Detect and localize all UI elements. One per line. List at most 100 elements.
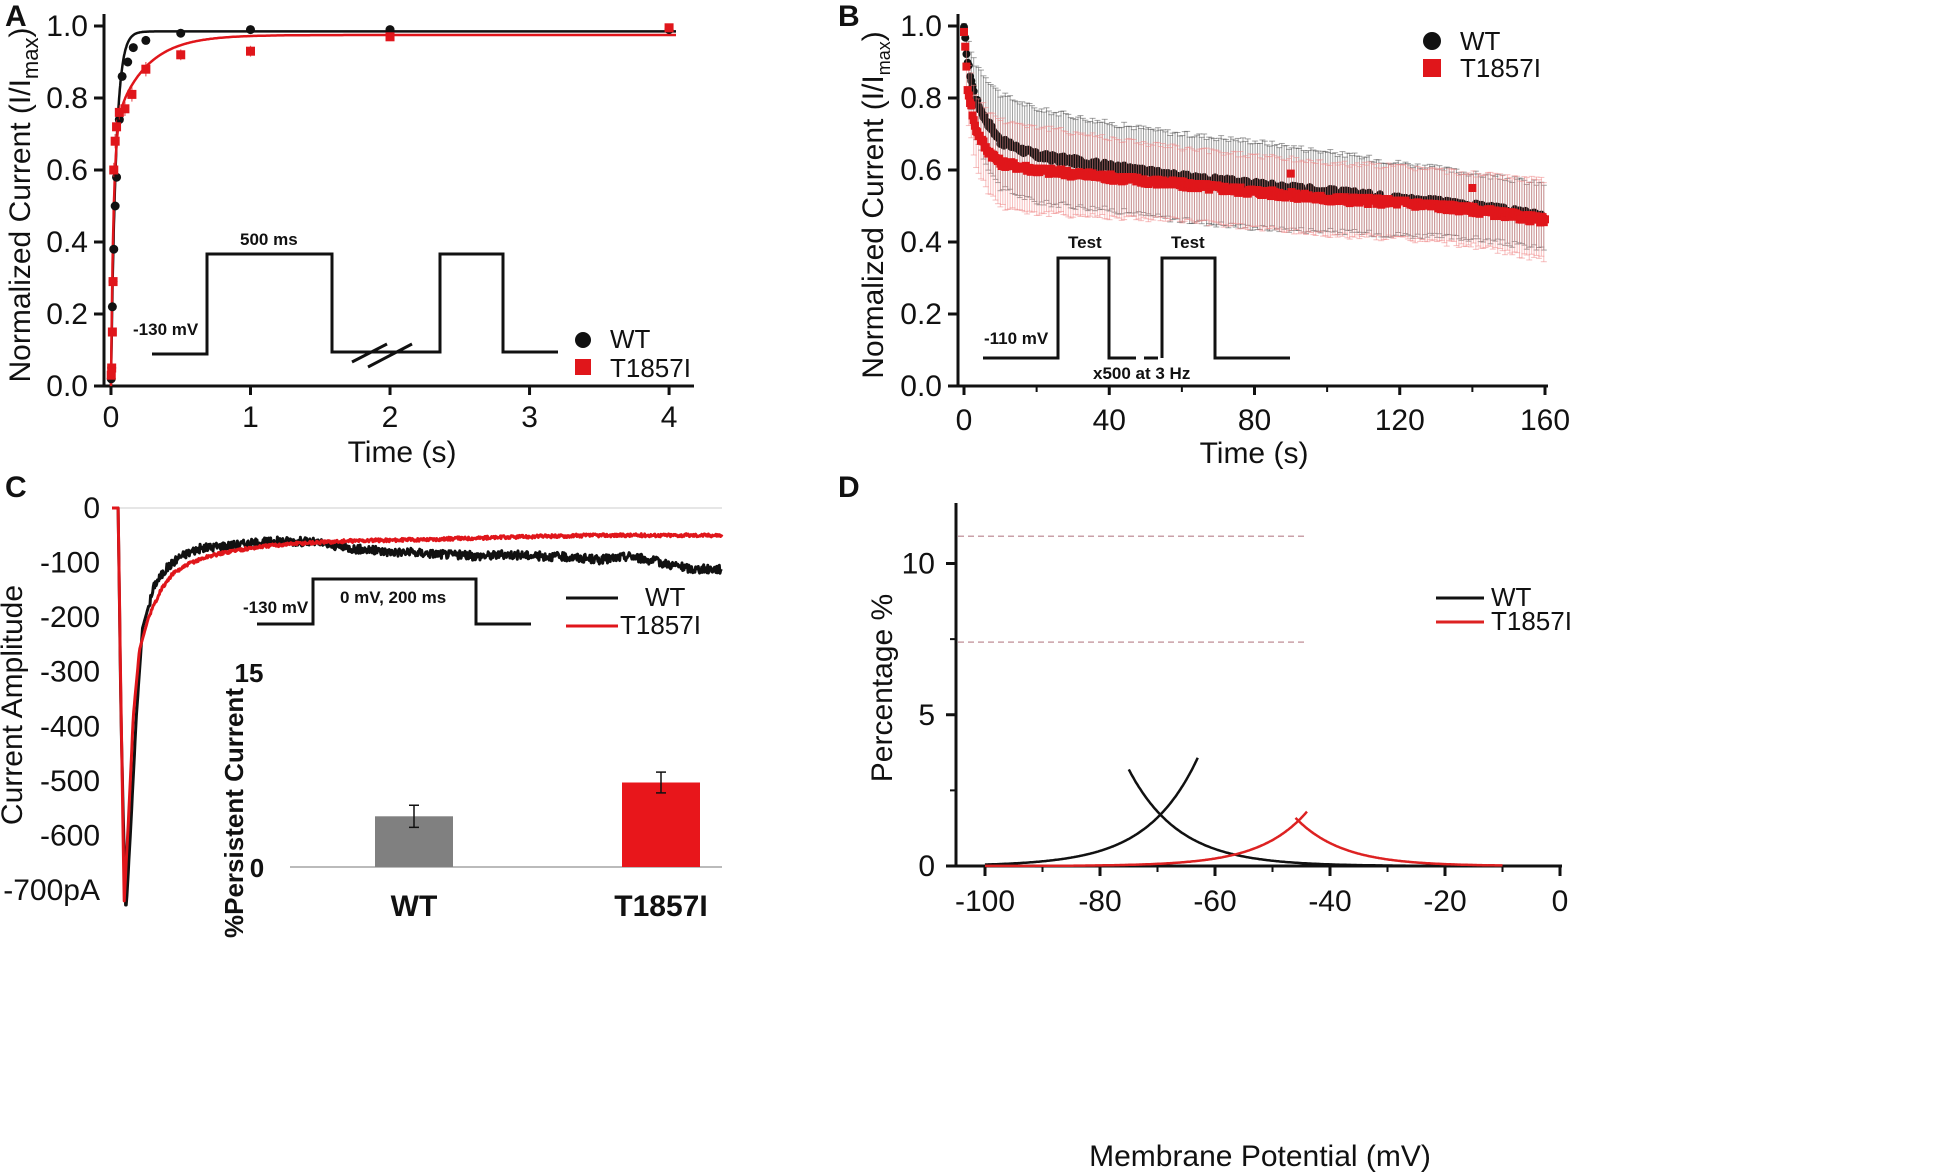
panel-a-t1857i-point <box>108 277 118 287</box>
panel-d: D -100 -80 -60 -40 -20 0 0 5 10 Membrane Potenti… <box>838 471 1572 1173</box>
panel-a-y-tick-label: 0.4 <box>46 226 88 259</box>
panel-a-y-tick-label: 0.6 <box>46 154 88 187</box>
panel-b-t1857i-point <box>1372 199 1381 208</box>
panel-d-x-tick-label: -80 <box>1078 885 1121 918</box>
panel-d-x-tick-label: -40 <box>1308 885 1351 918</box>
panel-a-ylabel: Normalized Current (I/Imax) <box>4 28 43 383</box>
panel-a-xlabel: Time (s) <box>348 436 457 469</box>
panel-b-y-tick-label: 0.6 <box>900 154 942 187</box>
panel-b-t1857i-point <box>970 121 979 130</box>
panel-a-wt-point <box>385 25 395 35</box>
panel-b-t1857i-point <box>979 137 988 146</box>
panel-a-y-tick-label: 0.2 <box>46 298 88 331</box>
panel-c-ylabel: Current Amplitude <box>0 585 29 825</box>
panel-a-legend-t1857i: T1857I <box>610 353 691 383</box>
panel-b-t1857i-point <box>1541 215 1549 224</box>
panel-a-wt-point <box>107 302 117 312</box>
panel-c-y-tick-label: -400 <box>40 710 100 743</box>
panel-a-t1857i-point <box>141 64 151 74</box>
panel-c-y-tick-label: -500 <box>40 765 100 798</box>
panel-d-y-tick-label: 10 <box>902 548 935 581</box>
panel-c-inset-protocol: -130 mV 0 mV, 200 ms <box>243 577 531 626</box>
panel-b-t1857i-point <box>961 42 970 51</box>
panel-b-t1857i-point <box>963 86 972 95</box>
panel-d-legend-wt: WT <box>1491 582 1532 612</box>
panel-b-t1857i-point <box>962 62 971 71</box>
panel-d-t1857i-inactivation-curve <box>1294 817 1503 867</box>
panel-d-x-tick-label: -100 <box>955 885 1015 918</box>
panel-b-protocol-label: x500 at 3 Hz <box>1093 364 1190 383</box>
panel-b-test1-label: Test <box>1068 233 1102 252</box>
panel-b-legend-wt-marker <box>1423 32 1441 50</box>
panel-a-holding-label: -130 mV <box>133 320 199 339</box>
panel-a-wt-point <box>117 71 127 81</box>
panel-b-t1857i-point <box>964 91 973 100</box>
panel-a-t1857i-point <box>246 46 255 56</box>
panel-d-x-tick-label: 0 <box>1552 885 1569 918</box>
panel-c-legend: WT T1857I <box>566 582 701 640</box>
panel-a-x-tick-label: 2 <box>382 401 399 434</box>
panel-a-inset-protocol: -130 mV 500 ms <box>133 230 558 369</box>
panel-a-wt-point <box>123 57 133 67</box>
panel-c-bar-y-tick-label: 15 <box>235 658 264 688</box>
panel-b-label: B <box>838 0 860 33</box>
panel-c-bar-y-tick-label: 0 <box>250 853 264 883</box>
panel-b-ylabel: Normalized Current (I/Imax) <box>857 31 894 378</box>
panel-c-y-tick-label: -600 <box>40 819 100 852</box>
panel-a-t1857i-point <box>127 89 137 99</box>
panel-a-label: A <box>5 0 27 33</box>
panel-b-t1857i-errorbars <box>961 27 1547 263</box>
panel-d-x-tick-label: -20 <box>1423 885 1466 918</box>
panel-b-t1857i-points <box>960 28 1549 227</box>
panel-a-t1857i-point <box>664 23 674 33</box>
panel-d-legend: WT T1857I <box>1436 582 1572 636</box>
panel-d-wt-inactivation-curve <box>1127 768 1560 868</box>
panel-b-t1857i-point <box>1378 195 1387 204</box>
panel-d-data <box>984 757 1560 868</box>
panel-c-y-tick-label: -700pA <box>3 874 100 907</box>
panel-a-wt-point <box>141 35 151 45</box>
panel-c-bar-chart: 0 15 WT T1857I <box>235 658 722 923</box>
panel-c-step-label: 0 mV, 200 ms <box>340 588 446 607</box>
panel-b-t1857i-point <box>967 101 976 110</box>
panel-b-y-tick-label: 0.0 <box>900 370 942 403</box>
panel-c-y-tick-label: 0 <box>83 492 100 525</box>
panel-d-label: D <box>838 471 860 504</box>
panel-d-xlabel: Membrane Potential (mV) <box>1089 1140 1431 1173</box>
panel-c-bar-category-label: WT <box>391 890 438 923</box>
panel-b-x-tick-label: 160 <box>1520 404 1570 437</box>
panel-b-t1857i-point <box>1500 213 1509 222</box>
panel-a-legend-t1857i-marker <box>575 359 591 375</box>
panel-a-axes: 0 1 2 3 4 0.0 0.2 0.4 0.6 0.8 1.0 <box>46 10 694 434</box>
panel-a-wt-point <box>110 201 120 211</box>
panel-b-t1857i-point <box>975 131 984 140</box>
panel-a-legend: WT T1857I <box>575 324 691 383</box>
panel-a-legend-wt: WT <box>610 324 651 354</box>
panel-a-data <box>106 23 676 386</box>
panel-a-legend-wt-marker <box>575 332 591 348</box>
panel-d-y-tick-label: 0 <box>918 850 935 883</box>
panel-c: C 0 -100 -200 -300 -400 -500 -600 -700pA Curren… <box>0 471 724 938</box>
panel-c-holding-label: -130 mV <box>243 598 309 617</box>
panel-c-data <box>111 506 724 907</box>
panel-a-x-tick-label: 4 <box>661 401 678 434</box>
panel-a-y-tick-label: 0.8 <box>46 82 88 115</box>
panel-c-axes: 0 -100 -200 -300 -400 -500 -600 -700pA <box>3 492 722 907</box>
panel-c-legend-t1857i: T1857I <box>620 610 701 640</box>
panel-b-legend-wt: WT <box>1460 26 1501 56</box>
panel-a-t1857i-point <box>109 165 119 175</box>
panel-b-legend-t1857i: T1857I <box>1460 53 1541 83</box>
panel-c-legend-wt: WT <box>645 582 686 612</box>
panel-b-y-tick-label: 0.8 <box>900 82 942 115</box>
panel-a-t1857i-point <box>110 136 120 146</box>
panel-b-t1857i-outlier <box>1286 169 1295 178</box>
panel-d-x-tick-label: -60 <box>1193 885 1236 918</box>
panel-b-x-tick-label: 120 <box>1375 404 1425 437</box>
panel-a-t1857i-point <box>107 363 117 373</box>
panel-b-inset-protocol: -110 mV Test Test x500 at 3 Hz <box>983 233 1290 383</box>
panel-b-x-tick-label: 80 <box>1238 404 1271 437</box>
panel-b-x-tick-label: 0 <box>956 404 973 437</box>
panel-c-wt-trace <box>111 506 723 907</box>
panel-b-x-tick-label: 40 <box>1093 404 1126 437</box>
